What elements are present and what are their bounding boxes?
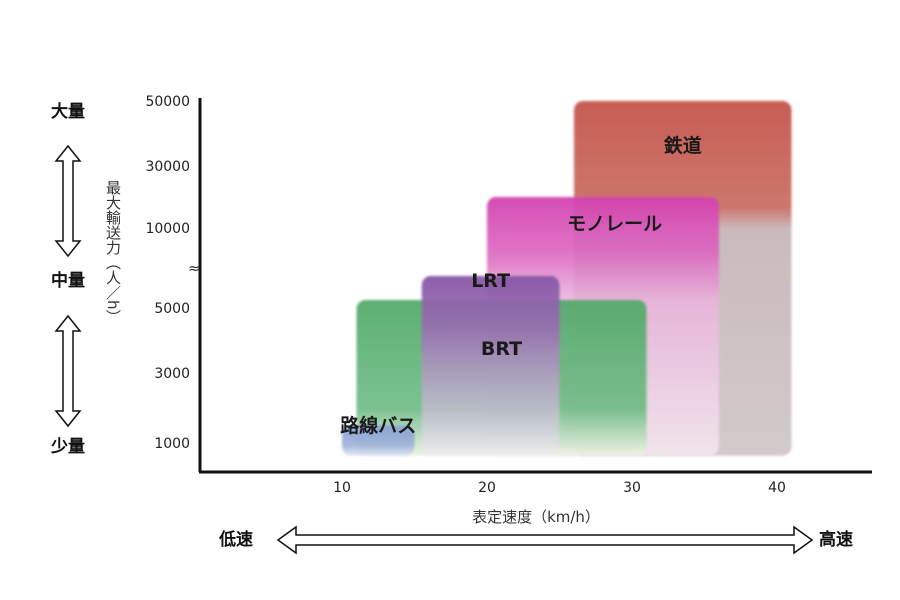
- y-tick-label-10000: 10000: [145, 221, 190, 237]
- x-tick-labels: 10 20 30 40: [333, 480, 786, 496]
- speed-low-label: 低速: [218, 529, 253, 550]
- y-tick-label-50000: 50000: [145, 94, 190, 110]
- capacity-high-label: 大量: [51, 101, 85, 122]
- x-tick-label-40: 40: [768, 480, 786, 496]
- lrt-label: LRT: [471, 270, 510, 292]
- capacity-upper-arrow-icon: [54, 144, 82, 258]
- speed-double-arrow-icon: [276, 525, 814, 555]
- y-tick-label-30000: 30000: [145, 159, 190, 175]
- railway-label: 鉄道: [664, 134, 702, 157]
- route-bus-area: [342, 425, 415, 456]
- y-axis-title: 最大輸送力（人／h）: [104, 180, 122, 325]
- brt-label: BRT: [481, 338, 522, 360]
- y-tick-label-5000: 5000: [154, 301, 190, 317]
- x-tick-label-10: 10: [333, 480, 351, 496]
- speed-high-label: 高速: [819, 529, 853, 550]
- y-tick-label-1000: 1000: [154, 436, 190, 452]
- transport-mode-areas: [342, 101, 792, 456]
- y-axis-break-mark: ≈: [188, 261, 200, 277]
- lrt-area: [421, 276, 560, 456]
- y-tick-label-3000: 3000: [154, 366, 190, 382]
- x-tick-label-30: 30: [623, 480, 641, 496]
- capacity-medium-label: 中量: [51, 270, 85, 291]
- transport-mode-labels: 路線バス BRT LRT モノレール 鉄道: [340, 134, 702, 437]
- capacity-low-label: 少量: [50, 436, 85, 457]
- route-bus-label: 路線バス: [340, 414, 416, 437]
- x-tick-label-20: 20: [478, 480, 496, 496]
- capacity-lower-arrow-icon: [54, 314, 82, 428]
- monorail-label: モノレール: [567, 213, 662, 235]
- y-tick-labels: 1000 3000 5000 10000 30000 50000: [145, 94, 190, 452]
- x-axis-title: 表定速度（km/h）: [472, 508, 600, 526]
